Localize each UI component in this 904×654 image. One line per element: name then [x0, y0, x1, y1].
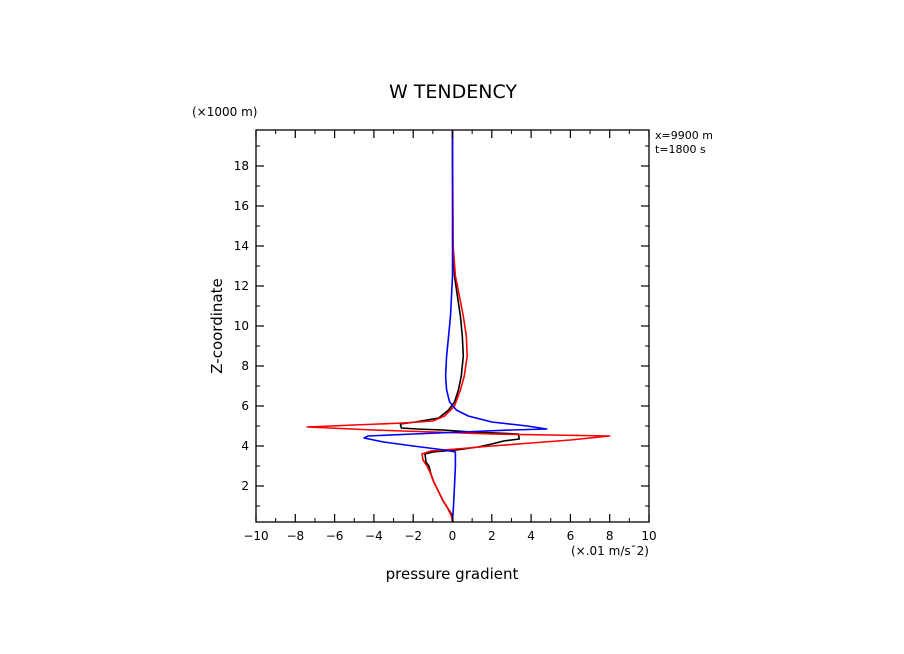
x-tick-label: 0	[449, 529, 457, 543]
y-tick-label: 2	[241, 479, 249, 493]
x-tick-label: −10	[243, 529, 268, 543]
x-tick-label: 4	[527, 529, 535, 543]
y-tick-label: 6	[241, 399, 249, 413]
x-tick-label: −2	[404, 529, 422, 543]
series-layer	[306, 129, 611, 523]
x-axis-label: pressure gradient	[386, 565, 519, 583]
x-tick-label: 8	[606, 529, 614, 543]
tick-layer: −10 −8 −6 −4 −2 0 2 4 6 8 10 2 4 6 8 10 12 14 16 18	[234, 130, 657, 543]
y-tick-label: 10	[234, 319, 249, 333]
y-tick-label: 14	[234, 239, 249, 253]
y-tick-label: 16	[234, 199, 249, 213]
x-tick-label: −6	[326, 529, 344, 543]
annotation-time: t=1800 s	[655, 143, 706, 156]
plot-frame	[255, 129, 650, 523]
annotation-x-position: x=9900 m	[655, 129, 713, 142]
x-unit-label: (×.01 m/s¯2)	[571, 544, 649, 558]
x-tick-label: −4	[365, 529, 383, 543]
x-tick-label: 10	[641, 529, 656, 543]
red-profile-line	[306, 129, 611, 523]
y-tick-label: 4	[241, 439, 249, 453]
y-tick-label: 8	[241, 359, 249, 373]
x-tick-label: 2	[488, 529, 496, 543]
y-tick-label: 12	[234, 279, 249, 293]
y-unit-label: (×1000 m)	[192, 105, 257, 119]
x-tick-label: −8	[286, 529, 304, 543]
blue-profile-line	[363, 130, 548, 523]
chart-title: W TENDENCY	[389, 81, 517, 103]
x-tick-label: 6	[567, 529, 575, 543]
black-profile-line	[399, 129, 521, 523]
y-tick-label: 18	[234, 159, 249, 173]
y-axis-label: Z-coordinate	[208, 278, 226, 373]
